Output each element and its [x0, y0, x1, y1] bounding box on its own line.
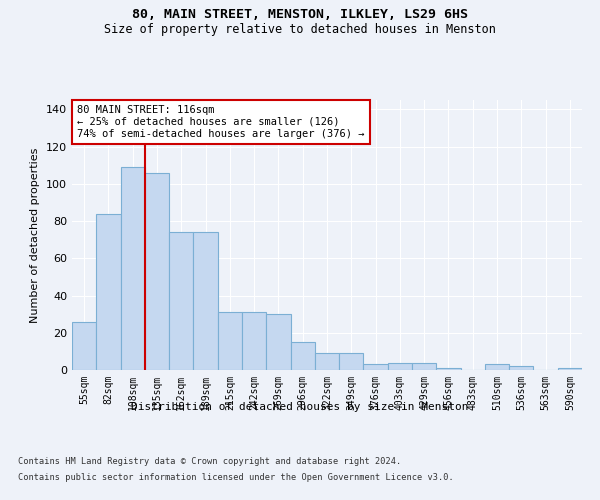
Bar: [72, 322, 96, 370]
Bar: [388, 362, 412, 370]
Bar: [485, 364, 509, 370]
Y-axis label: Number of detached properties: Number of detached properties: [31, 148, 40, 322]
Text: Contains public sector information licensed under the Open Government Licence v3: Contains public sector information licen…: [18, 472, 454, 482]
Text: 80 MAIN STREET: 116sqm
← 25% of detached houses are smaller (126)
74% of semi-de: 80 MAIN STREET: 116sqm ← 25% of detached…: [77, 106, 365, 138]
Bar: [558, 368, 582, 370]
Bar: [96, 214, 121, 370]
Bar: [315, 353, 339, 370]
Bar: [509, 366, 533, 370]
Bar: [193, 232, 218, 370]
Bar: [436, 368, 461, 370]
Bar: [364, 364, 388, 370]
Text: Contains HM Land Registry data © Crown copyright and database right 2024.: Contains HM Land Registry data © Crown c…: [18, 458, 401, 466]
Text: Size of property relative to detached houses in Menston: Size of property relative to detached ho…: [104, 22, 496, 36]
Bar: [145, 172, 169, 370]
Bar: [121, 167, 145, 370]
Bar: [169, 232, 193, 370]
Bar: [339, 353, 364, 370]
Bar: [266, 314, 290, 370]
Bar: [218, 312, 242, 370]
Bar: [412, 362, 436, 370]
Bar: [242, 312, 266, 370]
Text: 80, MAIN STREET, MENSTON, ILKLEY, LS29 6HS: 80, MAIN STREET, MENSTON, ILKLEY, LS29 6…: [132, 8, 468, 20]
Text: Distribution of detached houses by size in Menston: Distribution of detached houses by size …: [131, 402, 469, 412]
Bar: [290, 342, 315, 370]
